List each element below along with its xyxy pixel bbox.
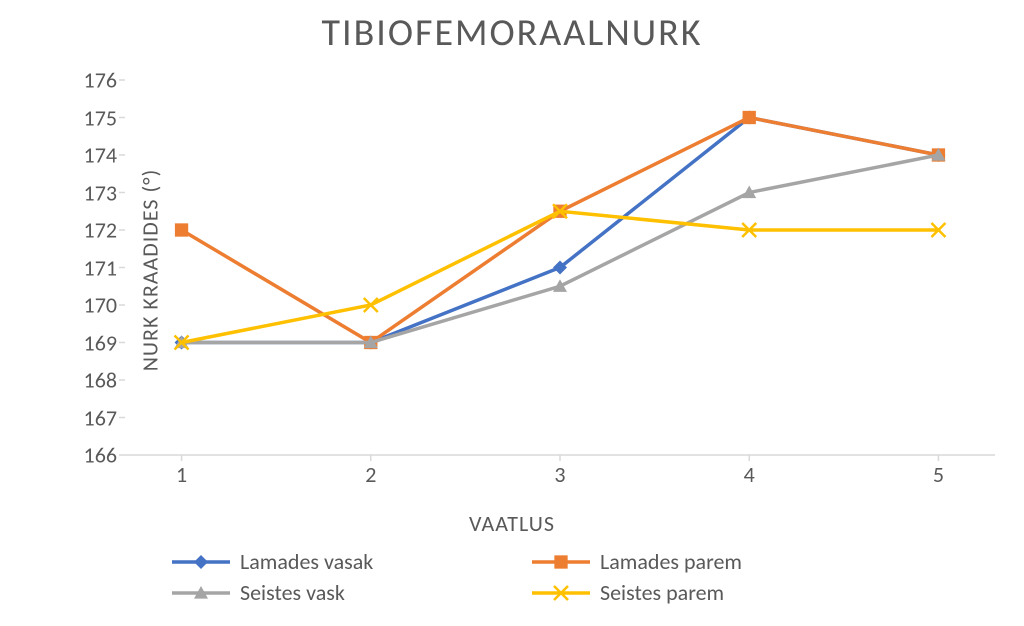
legend-label: Lamades vasak	[240, 548, 373, 575]
y-tick-label: 176	[84, 67, 117, 94]
x-tick-label: 3	[554, 461, 565, 488]
marker-square	[743, 111, 756, 124]
marker-square	[175, 223, 188, 236]
series-line	[182, 155, 939, 343]
legend-item: Seistes vask	[172, 579, 492, 606]
plot-area: 16616716816917017117217317417517612345	[125, 80, 995, 455]
x-tick-label: 2	[365, 461, 376, 488]
y-tick-label: 168	[84, 367, 117, 394]
legend-item: Lamades parem	[532, 548, 852, 575]
marker-diamond	[194, 555, 208, 569]
y-tick-label: 174	[84, 142, 117, 169]
legend-label: Seistes vask	[240, 579, 345, 606]
y-tick-label: 172	[84, 217, 117, 244]
y-tick-label: 175	[84, 104, 117, 131]
y-tick-label: 171	[84, 254, 117, 281]
y-tick-label: 167	[84, 404, 117, 431]
legend-label: Seistes parem	[600, 579, 724, 606]
x-tick-label: 4	[744, 461, 755, 488]
marker-square	[554, 555, 567, 568]
plot-svg	[125, 80, 995, 455]
chart-title: TIBIOFEMORAALNURK	[0, 10, 1024, 56]
y-tick-label: 173	[84, 179, 117, 206]
chart-container: { "chart": { "type": "line", "title": "T…	[0, 0, 1024, 626]
y-tick-label: 166	[84, 442, 117, 469]
legend-label: Lamades parem	[600, 548, 742, 575]
y-tick-label: 169	[84, 329, 117, 356]
y-tick-label: 170	[84, 292, 117, 319]
legend-swatch	[172, 582, 230, 604]
legend-swatch	[172, 551, 230, 573]
legend-swatch	[532, 551, 590, 573]
x-axis-label: VAATLUS	[0, 510, 1024, 537]
x-tick-label: 5	[933, 461, 944, 488]
legend-item: Lamades vasak	[172, 548, 492, 575]
legend: Lamades vasak Lamades parem Seistes vask Se…	[172, 548, 852, 606]
series-line	[182, 211, 939, 342]
x-tick-label: 1	[176, 461, 187, 488]
legend-item: Seistes parem	[532, 579, 852, 606]
legend-swatch	[532, 582, 590, 604]
